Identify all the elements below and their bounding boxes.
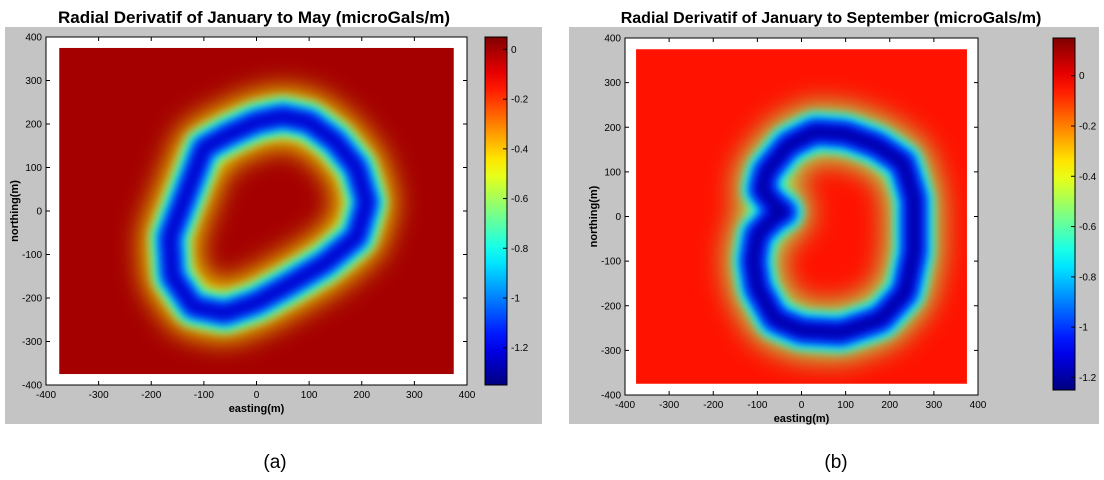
colorbar [1052, 37, 1076, 391]
y-tick-label: 400 [25, 33, 42, 44]
x-tick-label: 0 [799, 400, 805, 411]
x-tick-label: -400 [615, 400, 635, 411]
heatmap-chart-a: Radial Derivatif of January to May (micr… [5, 8, 542, 424]
x-axis-label: easting(m) [774, 413, 830, 425]
colorbar-tick-label: -0.6 [511, 194, 529, 205]
y-tick-label: 100 [25, 163, 42, 174]
colorbar-tick-label: 0 [1079, 71, 1085, 82]
y-tick-label: -300 [601, 346, 621, 357]
x-tick-label: 300 [406, 390, 423, 401]
caption-b: (b) [824, 452, 848, 473]
colorbar-tick-label: -0.8 [511, 244, 529, 255]
chart-panel-b: Radial Derivatif of January to September… [552, 0, 1104, 480]
y-tick-label: 200 [604, 123, 621, 134]
x-tick-label: 0 [254, 390, 260, 401]
y-tick-label: 0 [36, 207, 42, 218]
x-tick-label: 400 [459, 390, 476, 401]
x-tick-label: 100 [837, 400, 854, 411]
x-tick-label: -400 [36, 390, 56, 401]
x-axis-label: easting(m) [229, 403, 285, 415]
chart-title: Radial Derivatif of January to September… [621, 10, 1042, 27]
colorbar-tick-label: -1.2 [1079, 373, 1097, 384]
y-tick-label: -300 [22, 337, 42, 348]
x-tick-label: 400 [970, 400, 987, 411]
y-tick-label: -100 [601, 257, 621, 268]
y-tick-label: 300 [604, 78, 621, 89]
colorbar-tick-label: -1 [511, 294, 520, 305]
colorbar-tick-label: -1.2 [511, 343, 529, 354]
x-tick-label: 200 [881, 400, 898, 411]
anomaly-ring-band [747, 125, 920, 339]
heatmap-chart-b: Radial Derivatif of January to September… [569, 10, 1099, 425]
y-tick-label: -100 [22, 250, 42, 261]
y-tick-label: -400 [22, 381, 42, 392]
colorbar-tick-label: -0.2 [511, 95, 529, 106]
caption-a: (a) [263, 452, 287, 473]
heatmap-field [636, 49, 967, 384]
colorbar-tick-label: -0.4 [1079, 172, 1097, 183]
y-tick-label: 100 [604, 167, 621, 178]
y-tick-label: -200 [601, 301, 621, 312]
y-tick-label: -200 [22, 294, 42, 305]
x-tick-label: -200 [141, 390, 161, 401]
colorbar-tick-label: -0.4 [511, 144, 529, 155]
colorbar [484, 36, 508, 386]
y-tick-label: 400 [604, 34, 621, 45]
y-axis-label: northing(m) [9, 180, 21, 242]
x-tick-label: -100 [747, 400, 767, 411]
chart-title: Radial Derivatif of January to May (micr… [58, 8, 450, 27]
x-tick-label: -100 [194, 390, 214, 401]
y-tick-label: 200 [25, 120, 42, 131]
colorbar-tick-label: -0.2 [1079, 122, 1097, 133]
colorbar-tick-label: -1 [1079, 323, 1088, 334]
colorbar-tick-label: -0.8 [1079, 272, 1097, 283]
x-tick-label: -200 [703, 400, 723, 411]
x-tick-label: -300 [89, 390, 109, 401]
y-tick-label: 300 [25, 76, 42, 87]
y-tick-label: 0 [615, 212, 621, 223]
chart-panel-a: Radial Derivatif of January to May (micr… [5, 8, 542, 473]
heatmap-field [59, 47, 454, 375]
colorbar-tick-label: -0.6 [1079, 222, 1097, 233]
x-tick-label: 300 [926, 400, 943, 411]
x-tick-label: 100 [301, 390, 318, 401]
y-tick-label: -400 [601, 391, 621, 402]
colorbar-tick-label: 0 [511, 45, 517, 56]
x-tick-label: -300 [659, 400, 679, 411]
x-tick-label: 200 [353, 390, 370, 401]
y-axis-label: northing(m) [588, 185, 600, 247]
anomaly-ring-band [163, 110, 373, 320]
